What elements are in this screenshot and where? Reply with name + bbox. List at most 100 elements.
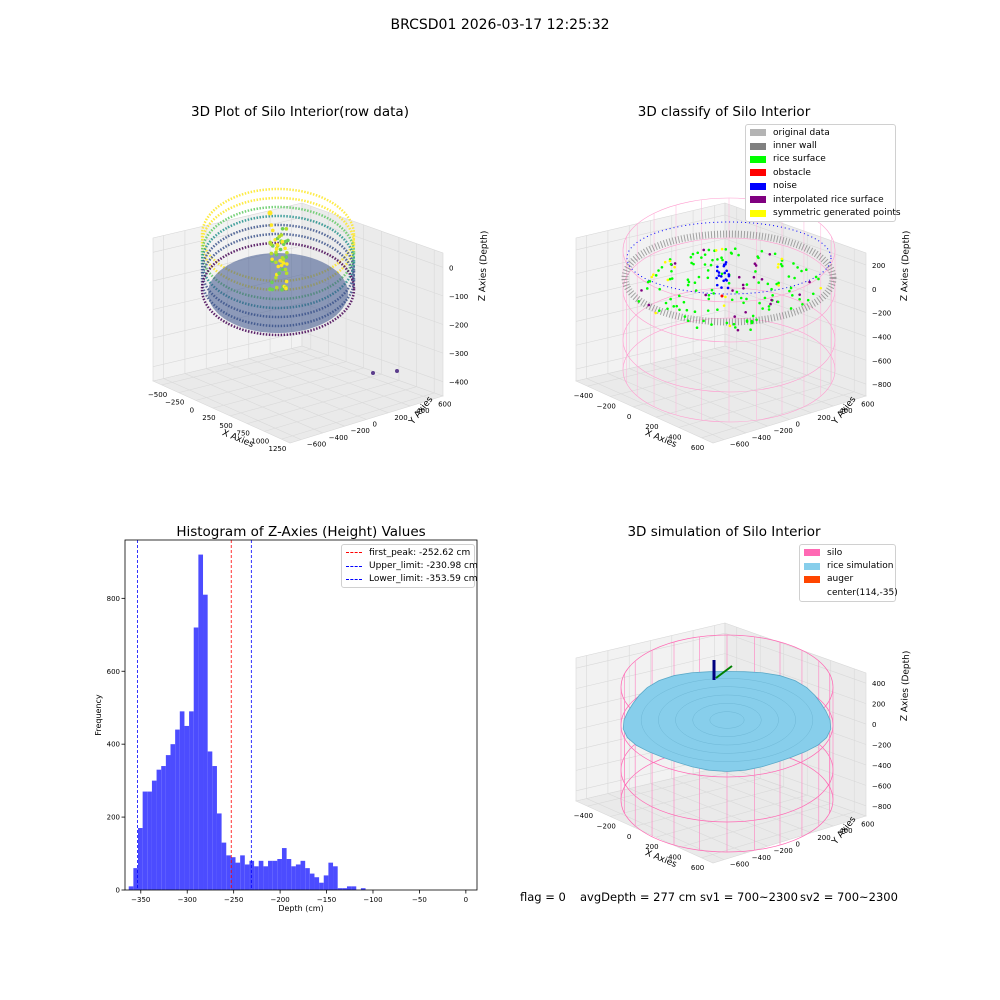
histogram-bar (179, 711, 185, 890)
y-tick-label: −600 (730, 861, 749, 869)
x-tick-label: 750 (237, 430, 250, 438)
data-point (731, 289, 734, 292)
data-point (770, 287, 773, 291)
data-point (733, 247, 737, 251)
data-point (677, 294, 681, 298)
x-tick-label: −250 (165, 399, 184, 407)
data-point (664, 301, 668, 305)
grid-line (264, 243, 417, 432)
grid-line (586, 235, 725, 440)
data-point (697, 275, 701, 279)
data-point (284, 227, 289, 231)
legend-item: interpolated rice surface (746, 193, 895, 206)
data-point (670, 277, 674, 280)
panel1-points (200, 187, 399, 375)
histogram-bar (291, 866, 296, 890)
data-point (654, 274, 658, 277)
data-point (754, 270, 757, 273)
panel2-legend: original data inner wall rice surface ob… (745, 124, 901, 222)
histogram-bar (151, 780, 157, 890)
noise-point (726, 286, 730, 290)
data-point (798, 297, 801, 301)
data-point (710, 323, 713, 326)
data-point (724, 295, 727, 299)
surface-mesh (692, 703, 762, 737)
data-point (283, 267, 288, 272)
grid-line (161, 206, 312, 386)
legend-label: Lower_limit: -353.59 cm (369, 574, 478, 585)
data-point (669, 297, 672, 301)
grid-line (610, 215, 761, 397)
data-point (276, 264, 281, 269)
x-tick-label: −250 (224, 896, 243, 904)
legend-swatch (750, 209, 766, 217)
data-point (729, 251, 733, 255)
data-point (640, 289, 643, 292)
panel1-tick-labels: −500−250025050075010001250−600−400−20002… (148, 264, 468, 453)
data-point (728, 324, 732, 328)
data-point (270, 228, 275, 233)
grid-line (247, 237, 400, 424)
data-point (710, 288, 714, 292)
histogram-bar (147, 791, 152, 890)
grid-line (692, 210, 834, 407)
legend-swatch (804, 562, 820, 570)
legend-label: obstacle (773, 167, 811, 178)
data-point (761, 307, 764, 310)
histogram-bar (342, 888, 347, 890)
legend-line (346, 578, 362, 580)
data-point (274, 275, 278, 280)
data-point (274, 285, 279, 290)
data-point (693, 281, 697, 285)
data-point (720, 247, 724, 251)
z-tick-label: −200 (449, 322, 468, 330)
noise-point (716, 265, 719, 269)
grid-line (678, 660, 832, 848)
data-point (733, 326, 737, 329)
data-point (709, 263, 713, 267)
data-point (751, 314, 755, 318)
data-point (780, 264, 784, 268)
y-tick-label: −200 (774, 847, 793, 855)
x-tick-label: 0 (627, 833, 631, 841)
data-point (686, 283, 690, 287)
data-point (663, 260, 667, 264)
data-point (750, 319, 754, 323)
x-tick-label: 0 (190, 406, 194, 414)
legend-item: original data (746, 126, 895, 139)
data-point (742, 286, 745, 290)
legend-swatch (750, 182, 766, 190)
histogram-bar (133, 868, 139, 890)
data-point (760, 277, 764, 281)
data-point (757, 281, 760, 284)
grid-line (163, 235, 302, 440)
data-point (658, 309, 661, 312)
data-point (268, 287, 272, 291)
histogram-legend: first_peak: -252.62 cm Upper_limit: -230… (341, 544, 478, 589)
legend-item: auger (800, 573, 895, 586)
data-point (806, 298, 810, 302)
data-point (285, 250, 289, 255)
legend-item: noise (746, 180, 895, 193)
noise-point (722, 279, 725, 283)
data-point (691, 252, 695, 256)
histogram-bar (175, 729, 180, 890)
legend-label: center(114,-35) (827, 587, 898, 598)
data-point (685, 308, 689, 312)
surface-mesh (709, 711, 745, 729)
data-point (745, 320, 749, 323)
grid-line (575, 286, 867, 337)
data-point (706, 309, 710, 312)
legend-item: Upper_limit: -230.98 cm (342, 559, 478, 572)
data-point (758, 301, 761, 305)
x-tick-label: 600 (691, 864, 704, 872)
x-tick-label: 1000 (251, 437, 269, 445)
legend-label: interpolated rice surface (773, 194, 884, 205)
legend-item: symmetric generated points (746, 206, 901, 219)
data-point (779, 262, 783, 266)
z-tick-label: −400 (872, 333, 891, 341)
data-point (284, 286, 288, 291)
data-point (702, 248, 706, 252)
